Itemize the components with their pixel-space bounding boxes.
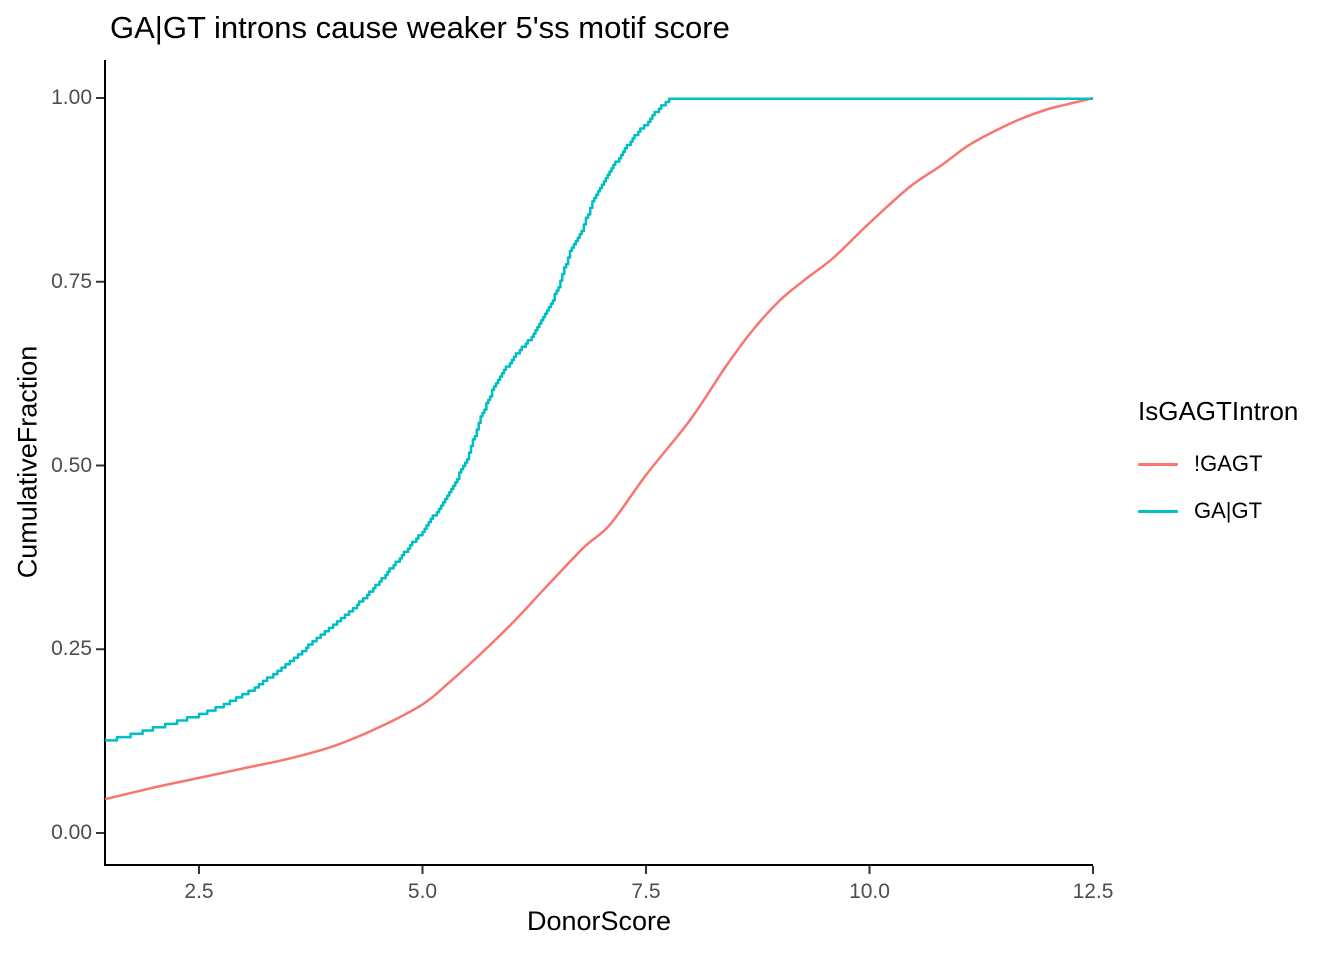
legend-line-swatch (1138, 509, 1178, 513)
legend-items: !GAGT GA|GT (1138, 449, 1298, 526)
x-tick-label: 7.5 (631, 880, 661, 903)
series-line-1 (105, 97, 1093, 742)
y-tick-label: 0.25 (51, 637, 92, 661)
y-tick-label: 0.50 (51, 453, 92, 477)
x-tick-label: 10.0 (849, 880, 890, 903)
legend-item: GA|GT (1138, 496, 1298, 526)
x-tick-label: 12.5 (1072, 880, 1114, 903)
y-tick-label: 0.75 (51, 269, 92, 293)
legend-title: IsGAGTIntron (1138, 396, 1299, 426)
legend-item: !GAGT (1138, 449, 1298, 479)
y-tick-label: 0.00 (51, 821, 92, 844)
legend-item-label: GA|GT (1194, 498, 1263, 523)
series-line-0 (104, 96, 1094, 801)
chart-title: GA|GT introns cause weaker 5'ss motif sc… (110, 10, 730, 45)
y-tick-label: 1.00 (51, 86, 92, 109)
legend: IsGAGTIntron !GAGT GA|GT (1138, 396, 1298, 543)
legend-line-swatch (1138, 462, 1178, 466)
x-tick-label: 2.5 (184, 880, 214, 903)
x-tick-label: 5.0 (407, 880, 438, 903)
legend-item-label: !GAGT (1194, 451, 1263, 476)
x-axis-title: DonorScore (526, 906, 672, 936)
